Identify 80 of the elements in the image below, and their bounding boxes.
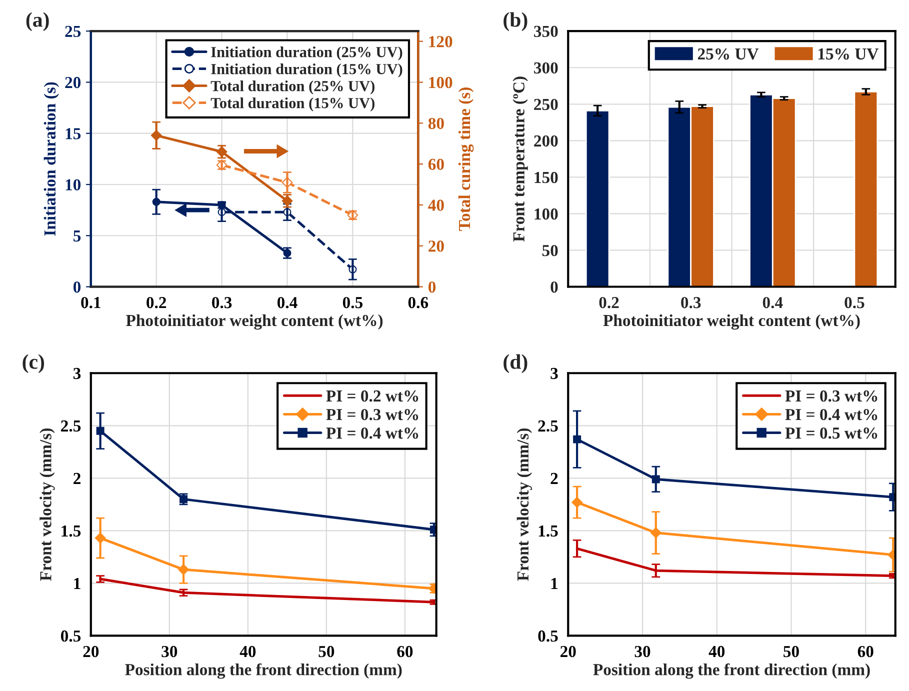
x-tick-label: 0.6 — [408, 296, 428, 308]
legend-label: 15% UV — [818, 48, 879, 60]
x-axis-title: Photoinitiator weight content (wt%) — [603, 314, 860, 330]
x-tick-label: 0.2 — [599, 296, 619, 308]
x-tick-label: 60 — [858, 646, 874, 658]
y-tick-label: 20 — [65, 76, 81, 88]
legend-label: 25% UV — [698, 48, 759, 60]
legend-label: PI = 0.2 wt% — [326, 390, 418, 402]
y2-tick-label: 40 — [428, 200, 444, 211]
y-tick-label: 3 — [550, 368, 558, 380]
legend-label: Total duration (25% UV) — [210, 80, 374, 94]
x-tick-label: 50 — [318, 646, 334, 658]
y2-tick-label: 80 — [428, 118, 444, 130]
x-tick-label: 0.4 — [762, 296, 783, 308]
y-axis-title: Front temperature (ºC) — [512, 76, 528, 242]
y2-tick-label: 0 — [428, 281, 436, 293]
legend-label: PI = 0.3 wt% — [785, 390, 878, 402]
y2-tick-label: 60 — [428, 158, 444, 170]
y-axis-title: Front velocity (mm/s) — [516, 428, 532, 581]
x-axis-title: Photoinitiator weight content (wt%) — [126, 314, 383, 330]
legend-label: PI = 0.3 wt% — [326, 408, 418, 420]
y-tick-label: 1.5 — [538, 525, 558, 537]
y-tick-label: 2.5 — [61, 420, 81, 432]
x-axis-title: Position along the front direction (mm) — [125, 663, 402, 679]
y-tick-label: 1.5 — [62, 525, 81, 537]
y-axis-title: Initiation duration (s) — [44, 82, 59, 236]
y-tick-label: 0.5 — [538, 630, 558, 642]
x-tick-label: 0.5 — [844, 296, 864, 308]
x-tick-label: 20 — [83, 646, 99, 658]
x-tick-label: 30 — [162, 646, 178, 658]
x-tick-label: 20 — [560, 646, 576, 658]
y-tick-label: 3 — [73, 368, 81, 380]
y-tick-label: 15 — [66, 128, 81, 140]
y-tick-label: 0 — [73, 281, 81, 293]
bar — [585, 110, 610, 287]
y-tick-label: 0 — [550, 281, 558, 293]
legend-label: Total duration (15% UV) — [210, 97, 374, 112]
y-tick-label: 0.5 — [60, 630, 81, 642]
chart-title: (a) — [26, 12, 49, 32]
x-tick-label: 40 — [240, 646, 256, 658]
x-tick-label: 0.2 — [146, 296, 166, 308]
y-tick-label: 50 — [542, 244, 558, 256]
y2-tick-label: 120 — [429, 36, 452, 48]
legend-label: PI = 0.4 wt% — [785, 408, 878, 420]
x-tick-label: 0.3 — [681, 296, 701, 308]
x-tick-label: 30 — [634, 646, 650, 658]
y-tick-label: 350 — [534, 26, 558, 38]
chart-title: (c) — [22, 354, 44, 374]
x-axis-title: Position along the front direction (mm) — [593, 663, 870, 679]
x-tick-label: 0.1 — [81, 296, 100, 308]
y2-axis-title: Total curing time (s) — [458, 88, 474, 231]
legend-label: Initiation duration (15% UV) — [211, 63, 402, 78]
y-tick-label: 2 — [74, 472, 80, 484]
legend-label: PI = 0.5 wt% — [785, 427, 878, 439]
x-tick-label: 50 — [784, 646, 799, 658]
y-tick-label: 200 — [534, 135, 558, 147]
y-tick-label: 10 — [66, 179, 81, 190]
y-tick-label: 2 — [550, 472, 558, 484]
bar — [854, 91, 878, 287]
y-tick-label: 300 — [534, 62, 558, 74]
x-tick-label: 0.5 — [342, 296, 362, 308]
x-tick-label: 60 — [397, 646, 413, 658]
y2-tick-label: 20 — [428, 240, 444, 252]
x-tick-label: 0.4 — [277, 296, 298, 308]
y-axis-title: Front velocity (mm/s) — [40, 428, 55, 581]
chart-title: (d) — [504, 354, 528, 374]
x-tick-label: 0.3 — [212, 296, 232, 308]
y-tick-label: 100 — [534, 208, 558, 220]
y-tick-label: 1 — [74, 578, 80, 589]
y-tick-label: 5 — [74, 230, 81, 242]
y2-tick-label: 100 — [429, 76, 452, 88]
legend-label: Initiation duration (25% UV) — [211, 46, 402, 60]
y-tick-label: 1 — [551, 578, 558, 589]
y-tick-label: 25 — [65, 26, 81, 38]
x-tick-label: 40 — [708, 646, 725, 658]
y-tick-label: 2.5 — [538, 420, 558, 432]
legend-label: PI = 0.4 wt% — [326, 427, 418, 439]
y-tick-label: 250 — [534, 98, 558, 110]
y-tick-label: 150 — [534, 172, 558, 184]
chart-title: (b) — [504, 12, 528, 32]
